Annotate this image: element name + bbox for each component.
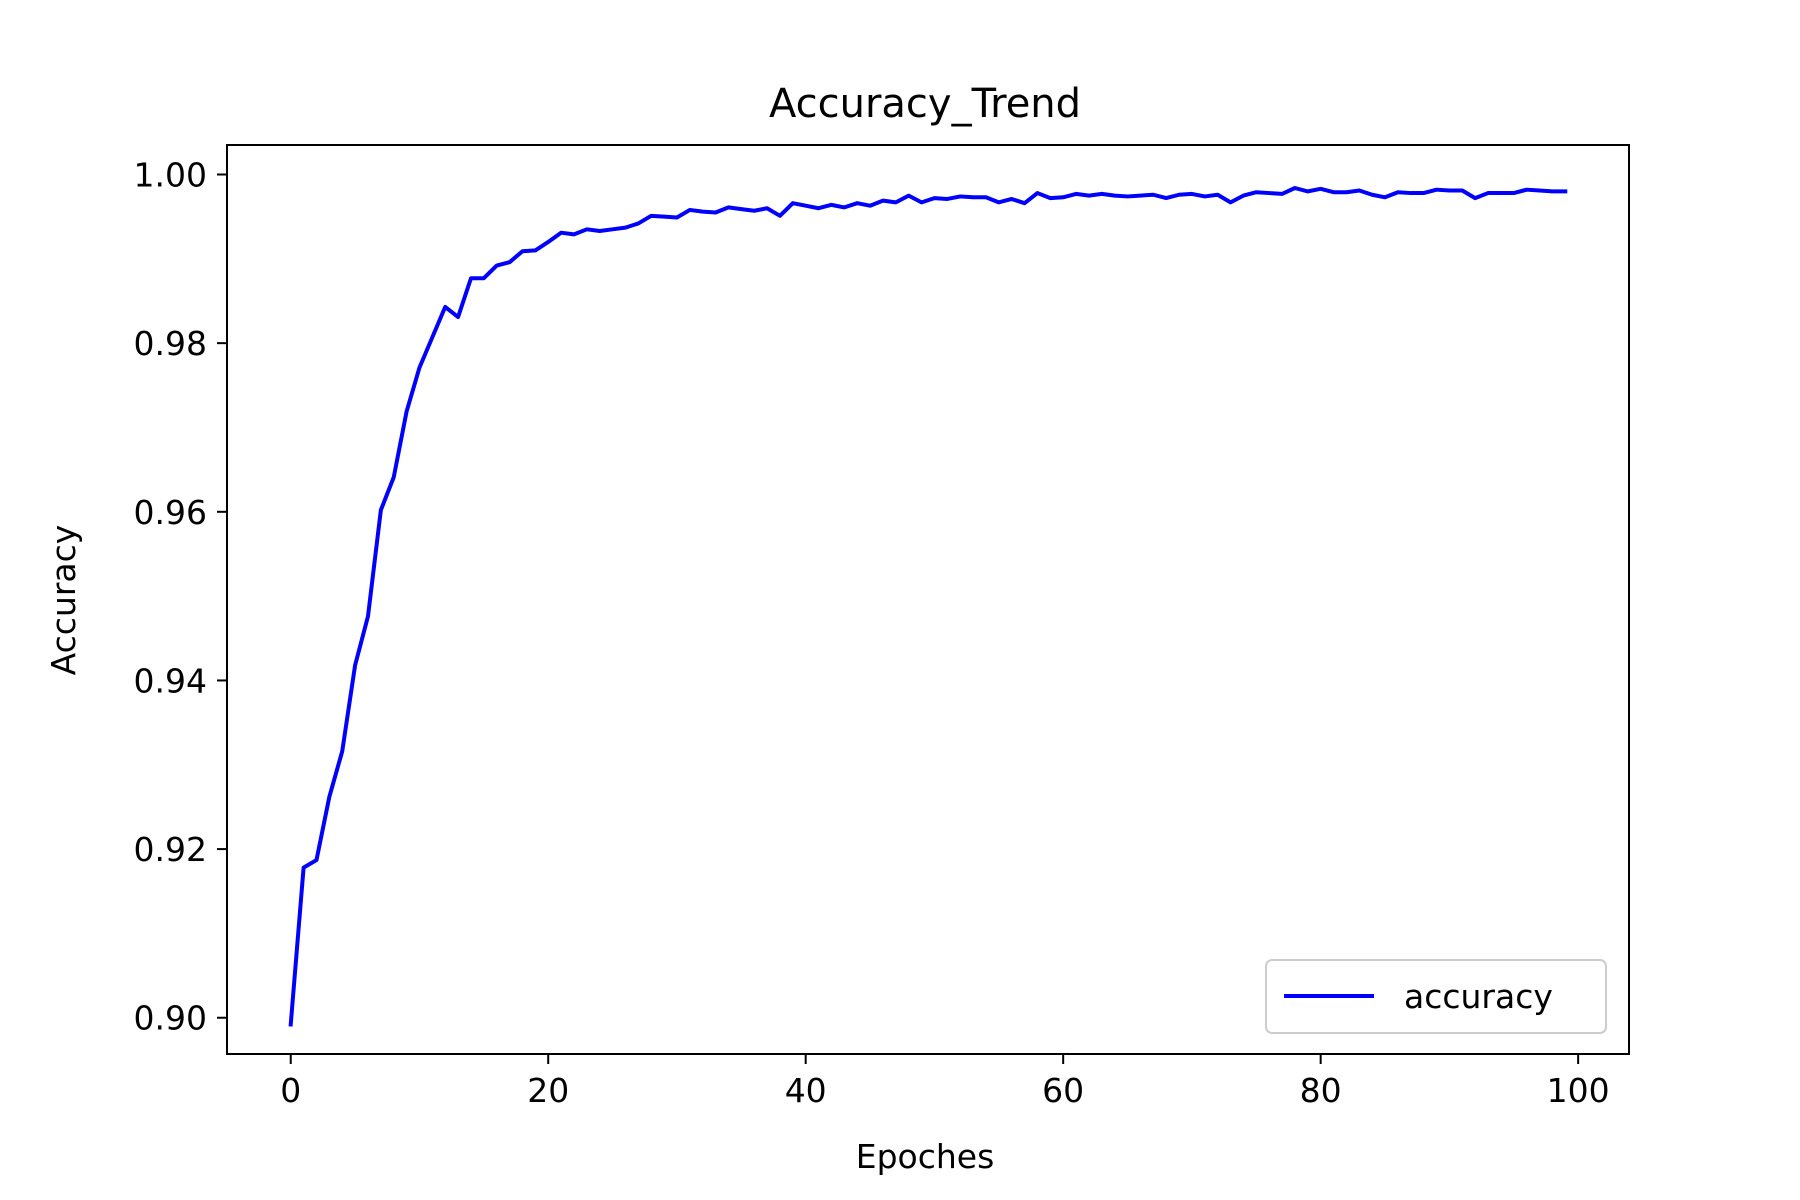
- legend-label-accuracy: accuracy: [1404, 977, 1553, 1016]
- x-tick-label: 60: [1042, 1071, 1084, 1110]
- chart-title: Accuracy_Trend: [769, 81, 1081, 127]
- x-tick-label: 40: [785, 1071, 827, 1110]
- y-tick-label: 0.90: [134, 999, 207, 1038]
- y-tick-label: 0.96: [134, 493, 207, 532]
- y-tick-label: 0.98: [134, 324, 207, 363]
- x-tick-label: 100: [1547, 1071, 1610, 1110]
- x-tick-label: 20: [527, 1071, 569, 1110]
- x-tick-label: 80: [1300, 1071, 1342, 1110]
- y-tick-label: 0.92: [134, 830, 207, 869]
- plot-area: 0 20 40 60 80 100 0.90 0.92 0.94 0.96 0.98 1.00: [134, 144, 1630, 1110]
- y-tick-label: 1.00: [134, 156, 207, 195]
- x-tick-label: 0: [280, 1071, 301, 1110]
- plot-frame: [226, 144, 1630, 1055]
- legend: accuracy: [1265, 959, 1607, 1034]
- legend-frame: [1265, 959, 1607, 1034]
- x-axis-label: Epoches: [856, 1137, 995, 1176]
- y-axis-label: Accuracy: [44, 525, 83, 676]
- y-tick-label: 0.94: [134, 661, 207, 700]
- series-line-accuracy: [288, 186, 1568, 1027]
